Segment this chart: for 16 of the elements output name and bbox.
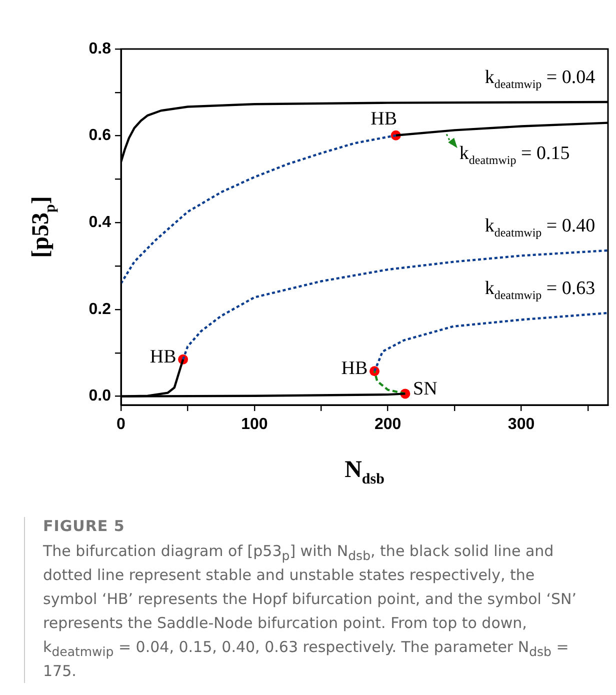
annotation: HB (150, 346, 176, 368)
text: FIGURE 5 (43, 517, 126, 535)
annotation: SN (413, 378, 438, 400)
y-tick-label: 0.6 (88, 127, 112, 144)
annotation: HB (370, 108, 398, 130)
x-tick-label: 0 (116, 416, 126, 434)
x-tick-label: 200 (374, 416, 402, 434)
y-tick-label: 0.4 (88, 214, 112, 232)
x-tick-label: 100 (241, 416, 268, 434)
y-tick-label: 0.8 (88, 40, 112, 58)
x-tick-label: 300 (508, 416, 535, 434)
y-axis-title: [p53p] (28, 196, 58, 258)
annotation: HB (341, 358, 368, 380)
y-tick-label: 0.2 (88, 300, 112, 318)
y-tick-label: 0.0 (88, 388, 112, 405)
text: The bifurcation diagram of [p53$_{p}$] with N$_{dsb}$, the black solid line and dotted line represent stable and unstable states respectively, the symbol ‘HB’ represents the Hopf bifurcation point, and the symbol ‘SN’ represents the Saddle-Node bifurcation point. From top to down, k$_{deatmwip}$ = 0.04, 0.15, 0.40, 0.63 respectively. The parameter N$_{dsb}$ = 175. (43, 542, 577, 680)
